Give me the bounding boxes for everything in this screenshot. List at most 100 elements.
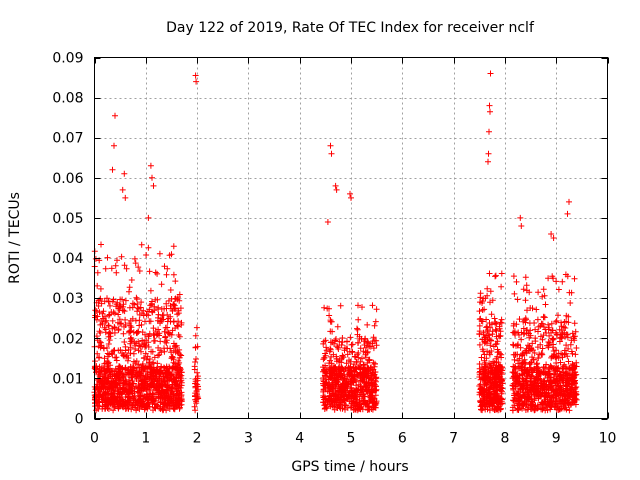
data-point <box>147 318 154 325</box>
data-point <box>330 351 337 358</box>
x-tick-label: 1 <box>141 431 150 447</box>
data-point <box>151 307 158 314</box>
data-point <box>538 350 545 357</box>
data-point <box>344 338 350 345</box>
data-point <box>132 260 139 267</box>
data-point <box>174 387 181 393</box>
data-point <box>354 325 360 332</box>
data-point <box>480 348 487 355</box>
data-point <box>152 405 159 412</box>
data-point <box>133 294 140 301</box>
data-point <box>488 360 494 367</box>
data-point <box>558 319 564 326</box>
data-point <box>128 277 135 283</box>
data-point <box>342 388 349 395</box>
data-point <box>516 380 523 387</box>
y-tick-labels: 0 0.01 0.02 0.03 0.04 0.05 0.06 0.07 0.08 0.09 <box>52 51 83 428</box>
data-point <box>555 312 561 319</box>
data-point <box>555 355 562 361</box>
data-point <box>355 373 362 380</box>
data-point <box>100 308 107 315</box>
data-point <box>553 376 560 383</box>
data-point <box>526 361 533 368</box>
data-point <box>342 406 348 413</box>
data-point <box>104 379 111 386</box>
data-point <box>553 347 559 354</box>
data-point <box>104 350 111 357</box>
data-point <box>116 363 122 370</box>
data-point <box>487 402 493 409</box>
data-point <box>117 296 124 303</box>
data-point <box>118 253 125 260</box>
data-point <box>352 365 359 372</box>
y-tick-label: 0.03 <box>52 291 83 307</box>
data-point <box>143 337 150 344</box>
data-point <box>511 390 518 397</box>
data-point <box>566 407 573 414</box>
data-point <box>322 405 328 412</box>
data-point <box>149 174 155 181</box>
data-point <box>94 402 101 409</box>
data-point <box>157 367 164 374</box>
data-point <box>531 350 538 356</box>
data-point <box>163 337 170 344</box>
data-point <box>486 128 492 135</box>
data-point <box>340 381 347 388</box>
data-point <box>121 385 127 392</box>
data-point <box>175 332 182 338</box>
data-point <box>176 291 183 298</box>
data-point <box>178 319 185 326</box>
data-point <box>116 391 122 397</box>
data-point <box>134 305 141 311</box>
data-point <box>167 345 174 352</box>
data-point <box>526 343 533 350</box>
data-point <box>175 307 182 314</box>
data-point <box>515 406 522 413</box>
data-point <box>483 372 489 379</box>
data-point <box>326 374 333 380</box>
x-tick-label: 7 <box>449 431 458 447</box>
data-point <box>102 265 109 272</box>
data-point <box>332 393 339 400</box>
data-point <box>553 360 560 366</box>
data-point <box>571 369 578 375</box>
data-point <box>323 404 330 411</box>
data-point <box>119 386 126 393</box>
data-point <box>365 379 372 386</box>
data-point <box>125 346 132 353</box>
data-point <box>154 270 161 277</box>
data-point <box>147 287 154 294</box>
data-point <box>142 384 149 391</box>
data-point <box>329 328 336 335</box>
data-point <box>354 372 361 379</box>
data-point <box>105 341 112 347</box>
data-point <box>359 371 366 378</box>
data-point <box>121 262 128 269</box>
data-point <box>132 360 139 367</box>
data-point <box>173 342 180 349</box>
data-point <box>108 309 115 315</box>
data-point <box>140 312 147 319</box>
data-point <box>138 299 145 306</box>
data-point <box>487 324 494 331</box>
data-point <box>487 70 494 77</box>
data-point <box>492 272 499 279</box>
data-point <box>365 404 372 411</box>
data-point <box>116 401 123 408</box>
data-point <box>136 322 143 329</box>
data-point <box>116 316 123 323</box>
data-point <box>550 235 557 241</box>
data-point <box>175 323 181 330</box>
data-point <box>494 353 501 360</box>
data-point <box>563 377 570 384</box>
data-point <box>175 350 182 357</box>
data-point <box>127 335 134 342</box>
data-point <box>478 406 485 413</box>
data-point <box>520 381 527 388</box>
data-point <box>108 265 115 272</box>
data-point <box>511 373 518 380</box>
data-point <box>144 381 151 388</box>
data-point <box>541 292 548 299</box>
data-point <box>178 392 185 399</box>
